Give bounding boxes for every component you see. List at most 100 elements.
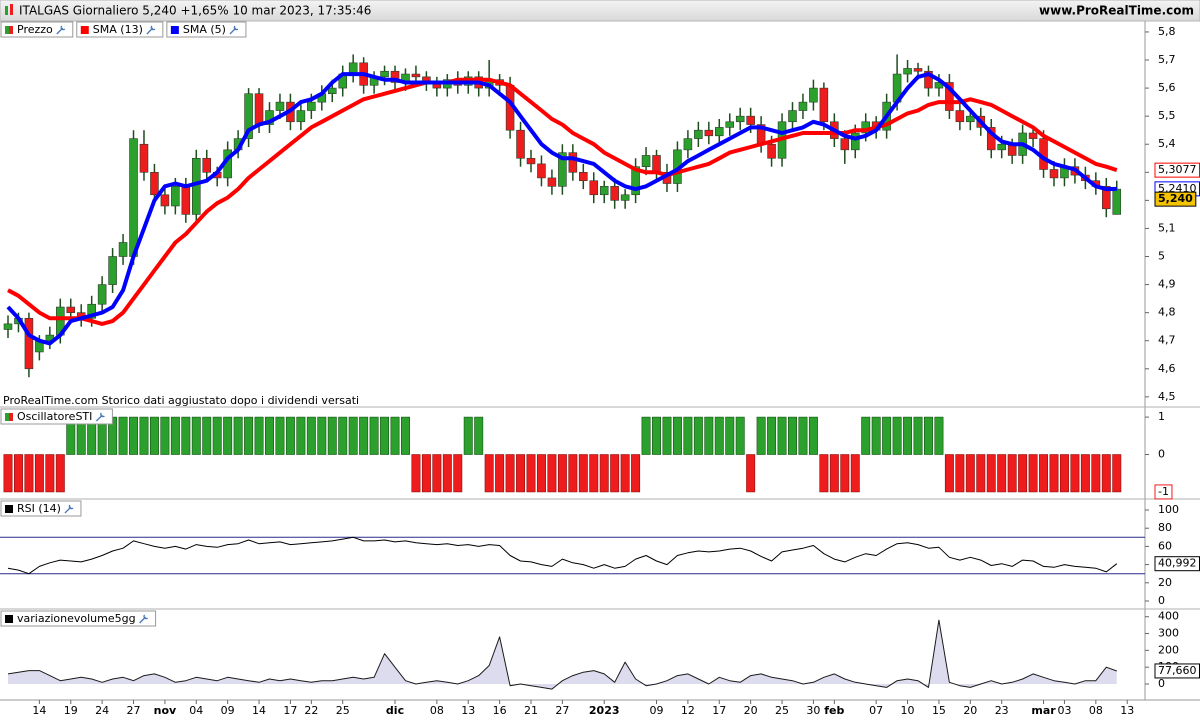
oscillator-bar [903, 416, 913, 455]
candle-body [192, 157, 201, 215]
rsi-line [7, 536, 1118, 575]
x-tick-label: 03 [1057, 704, 1071, 717]
candle-body [903, 68, 912, 75]
oscillator-bar [589, 454, 599, 493]
oscillator-bar [233, 416, 243, 455]
oscillator-bar [400, 416, 410, 455]
legend-label[interactable]: Prezzo [17, 23, 53, 36]
oscillator-bar [1101, 454, 1111, 493]
oscillator-bar [1059, 454, 1069, 493]
oscillator-bar [777, 416, 787, 455]
oscillator-bar [516, 454, 526, 493]
oscillator-bar [170, 416, 180, 455]
header-bar [0, 0, 1200, 22]
x-tick-label: nov [154, 704, 177, 717]
oscillator-bar [620, 454, 630, 493]
last-value-label: 5,2410 [1158, 182, 1197, 195]
oscillator-bar [1091, 454, 1101, 493]
x-tick-label: 19 [64, 704, 78, 717]
area-fill [8, 620, 1117, 690]
candle-body [547, 177, 557, 187]
header-title: ITALGAS Giornaliero 5,240 +1,65% 10 mar … [19, 4, 371, 18]
wrench [229, 25, 239, 35]
x-tick-label: 24 [95, 704, 109, 717]
oscillator-bar [672, 416, 682, 455]
x-tick-label: 14 [252, 704, 266, 717]
oscillator-bar [359, 416, 369, 455]
x-tick-label: 25 [775, 704, 789, 717]
oscillator-bar [348, 416, 358, 455]
oscillator-bar [369, 416, 379, 455]
oscillator-bar [495, 454, 505, 493]
candle-body [3, 323, 13, 330]
y-tick-label: 5 [1158, 250, 1165, 263]
legend-swatch [5, 615, 13, 623]
last-value-box [1154, 484, 1173, 500]
candle-body [568, 152, 578, 173]
oscillator-bar [840, 454, 850, 493]
candle-body [798, 101, 808, 111]
legend-box [0, 408, 113, 425]
oscillator-bar [13, 454, 23, 493]
candle-body [24, 317, 34, 370]
y-tick-label: 300 [1158, 627, 1179, 640]
oscillator-bar [725, 416, 735, 455]
oscillator-bar [202, 416, 212, 455]
candle-body [1112, 188, 1122, 215]
oscillator-bar [432, 454, 442, 493]
x-tick-label: 22 [304, 704, 318, 717]
candle-body [66, 306, 76, 313]
oscillator-bar [244, 416, 254, 455]
oscillator-bar [683, 416, 693, 455]
candle-body [809, 87, 818, 103]
candle-body [160, 194, 170, 207]
x-tick-label: 20 [963, 704, 977, 717]
candle-body [1049, 169, 1059, 179]
oscillator-bar [1039, 454, 1049, 493]
candle-body [1028, 132, 1038, 139]
legend-label[interactable]: OscillatoreSTI [17, 410, 92, 423]
x-tick-label: 09 [650, 704, 664, 717]
legend-swatch [80, 26, 89, 34]
legend-swatch [5, 413, 9, 421]
oscillator-bar [505, 454, 515, 493]
oscillator-bar [285, 416, 295, 455]
x-tick-label: 23 [995, 704, 1009, 717]
oscillator-bar [463, 416, 473, 455]
last-value-label: 5,3077 [1158, 163, 1197, 176]
y-tick-label: 1 [1158, 410, 1165, 423]
oscillator-bar [1112, 454, 1122, 493]
oscillator-bar [798, 416, 808, 455]
candle-body [641, 155, 651, 167]
legend-label[interactable]: SMA (13) [93, 23, 143, 36]
legend-label[interactable]: SMA (5) [183, 23, 226, 36]
sma-line [6, 72, 1117, 346]
x-tick-label: 15 [932, 704, 946, 717]
x-tick-label: 04 [189, 704, 203, 717]
legend-label[interactable]: variazionevolume5gg [17, 612, 136, 625]
oscillator-bar [882, 416, 892, 455]
y-tick-label: 80 [1158, 521, 1172, 534]
oscillator-bar [212, 416, 222, 455]
oscillator-bar [34, 454, 44, 493]
candle-body [380, 70, 389, 78]
y-tick-label: 200 [1158, 643, 1179, 656]
oscillator-bar [1080, 454, 1090, 493]
oscillator-bar [442, 454, 452, 493]
y-tick-label: 4,5 [1158, 390, 1176, 403]
oscillator-bar [254, 416, 264, 455]
oscillator-bar [317, 416, 327, 455]
oscillator-bar [767, 416, 777, 455]
wrench [56, 25, 66, 35]
y-tick-label: 5,8 [1158, 25, 1176, 38]
y-tick-label: 5,5 [1158, 109, 1176, 122]
candle-body [788, 110, 797, 123]
oscillator-bar [976, 454, 986, 493]
header-site[interactable]: www.ProRealTime.com [1039, 4, 1194, 18]
legend-label[interactable]: RSI (14) [17, 502, 61, 515]
y-tick-label: 4,9 [1158, 278, 1176, 291]
candle-body [254, 93, 264, 125]
oscillator-bar [149, 416, 159, 455]
oscillator-bar [306, 416, 316, 455]
